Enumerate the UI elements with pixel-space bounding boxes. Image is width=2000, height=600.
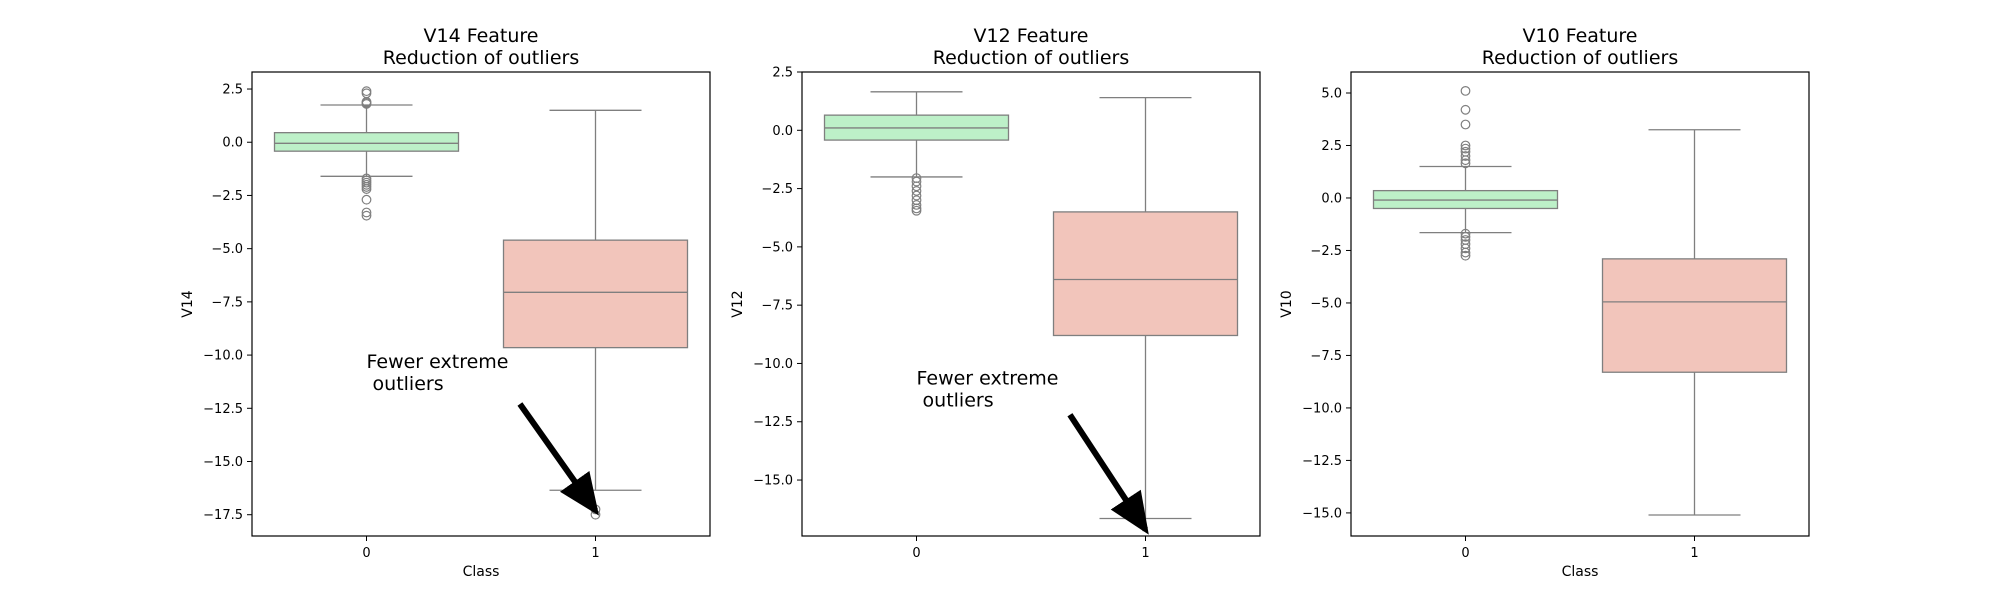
y-tick-label: 2.5 (772, 66, 793, 81)
outlier-point (1460, 85, 1471, 96)
box-iqr (502, 239, 689, 349)
outlier-point (361, 88, 372, 99)
box-iqr (273, 132, 460, 152)
y-tick-label: −10.0 (1302, 401, 1342, 416)
outlier-point (1460, 104, 1471, 115)
outlier-point (1460, 151, 1471, 161)
outlier-point (361, 99, 372, 109)
plot-frame (1350, 71, 1810, 537)
y-tick-label: −10.0 (753, 357, 793, 372)
box-0 (823, 91, 1010, 216)
chart-title-line: V10 Feature (1522, 25, 1637, 47)
outlier-point (590, 509, 601, 520)
outlier-point (361, 207, 372, 218)
x-axis-label: Class (1562, 564, 1599, 580)
outlier-point (1460, 250, 1471, 261)
outlier-point (1460, 143, 1471, 154)
outlier-point (361, 210, 372, 221)
y-tick-label: −7.5 (1310, 349, 1342, 364)
box-1 (1052, 96, 1239, 520)
outlier-point (911, 186, 922, 196)
plot-frame (251, 71, 711, 537)
y-tick-label: −15.0 (1302, 506, 1342, 521)
x-tick-label: 0 (1461, 546, 1469, 561)
annotation-arrow (1067, 413, 1149, 535)
outlier-point (361, 194, 372, 205)
outlier-point (1460, 140, 1471, 151)
y-tick-label: 2.5 (222, 83, 243, 98)
x-tick-label: 0 (362, 546, 370, 561)
y-tick-label: −15.0 (753, 474, 793, 489)
y-tick-label: 5.0 (1321, 86, 1342, 101)
outlier-point (911, 181, 922, 192)
y-tick-label: 0.0 (772, 124, 793, 139)
outlier-point (361, 86, 372, 97)
outlier-point (1460, 119, 1471, 130)
plot-frame (801, 71, 1261, 537)
annotation-text-line: outliers (917, 389, 994, 411)
y-tick-label: −5.0 (1310, 296, 1342, 311)
outlier-point (1460, 231, 1471, 242)
x-axis-label: Class (463, 564, 500, 580)
box-0 (273, 86, 460, 221)
outlier-point (1460, 228, 1471, 239)
box-1 (1601, 129, 1788, 516)
y-tick-label: −12.5 (203, 402, 243, 417)
chart-title-line: Reduction of outliers (1482, 47, 1678, 69)
x-tick-label: 0 (912, 546, 920, 561)
y-tick-label: −17.5 (203, 508, 243, 523)
y-tick-label: −2.5 (761, 182, 793, 197)
x-tick-label: 1 (1141, 546, 1149, 561)
box-1 (502, 109, 689, 520)
y-tick-label: −12.5 (753, 415, 793, 430)
y-tick-label: −12.5 (1302, 454, 1342, 469)
y-axis-label: V14 (180, 290, 196, 317)
x-tick-label: 1 (591, 546, 599, 561)
y-tick-label: −2.5 (211, 189, 243, 204)
outlier-point (911, 200, 922, 210)
box-0 (1372, 85, 1559, 261)
y-tick-label: −5.0 (211, 242, 243, 257)
y-tick-label: −5.0 (761, 240, 793, 255)
outlier-point (1460, 158, 1471, 169)
chart-title-line: Reduction of outliers (933, 47, 1129, 69)
y-axis-label: V10 (1279, 290, 1295, 317)
outlier-point (911, 205, 922, 216)
outlier-point (911, 176, 922, 187)
outlier-point (361, 184, 372, 194)
outlier-point (911, 190, 922, 201)
outlier-point (1460, 247, 1471, 258)
outlier-point (1460, 243, 1471, 254)
y-tick-label: −15.0 (203, 455, 243, 470)
box-iqr (1601, 258, 1788, 373)
y-tick-label: −7.5 (211, 295, 243, 310)
annotation-arrow (517, 402, 599, 516)
y-tick-label: −10.0 (203, 349, 243, 364)
chart-title-line: V12 Feature (973, 25, 1088, 47)
chart-title-line: Reduction of outliers (383, 47, 579, 69)
x-tick-label: 1 (1690, 546, 1698, 561)
outlier-point (1460, 155, 1471, 166)
y-tick-label: 0.0 (222, 136, 243, 151)
box-iqr (1052, 211, 1239, 337)
y-axis-label: V12 (730, 290, 746, 317)
y-tick-label: 2.5 (1321, 139, 1342, 154)
y-tick-label: 0.0 (1321, 191, 1342, 206)
chart-title-line: V14 Feature (423, 25, 538, 47)
y-tick-label: −2.5 (1310, 244, 1342, 259)
annotation-text-line: outliers (367, 373, 444, 395)
annotation-text-line: Fewer extreme (917, 367, 1059, 389)
y-tick-label: −7.5 (761, 299, 793, 314)
annotation-text-line: Fewer extreme (367, 351, 509, 373)
